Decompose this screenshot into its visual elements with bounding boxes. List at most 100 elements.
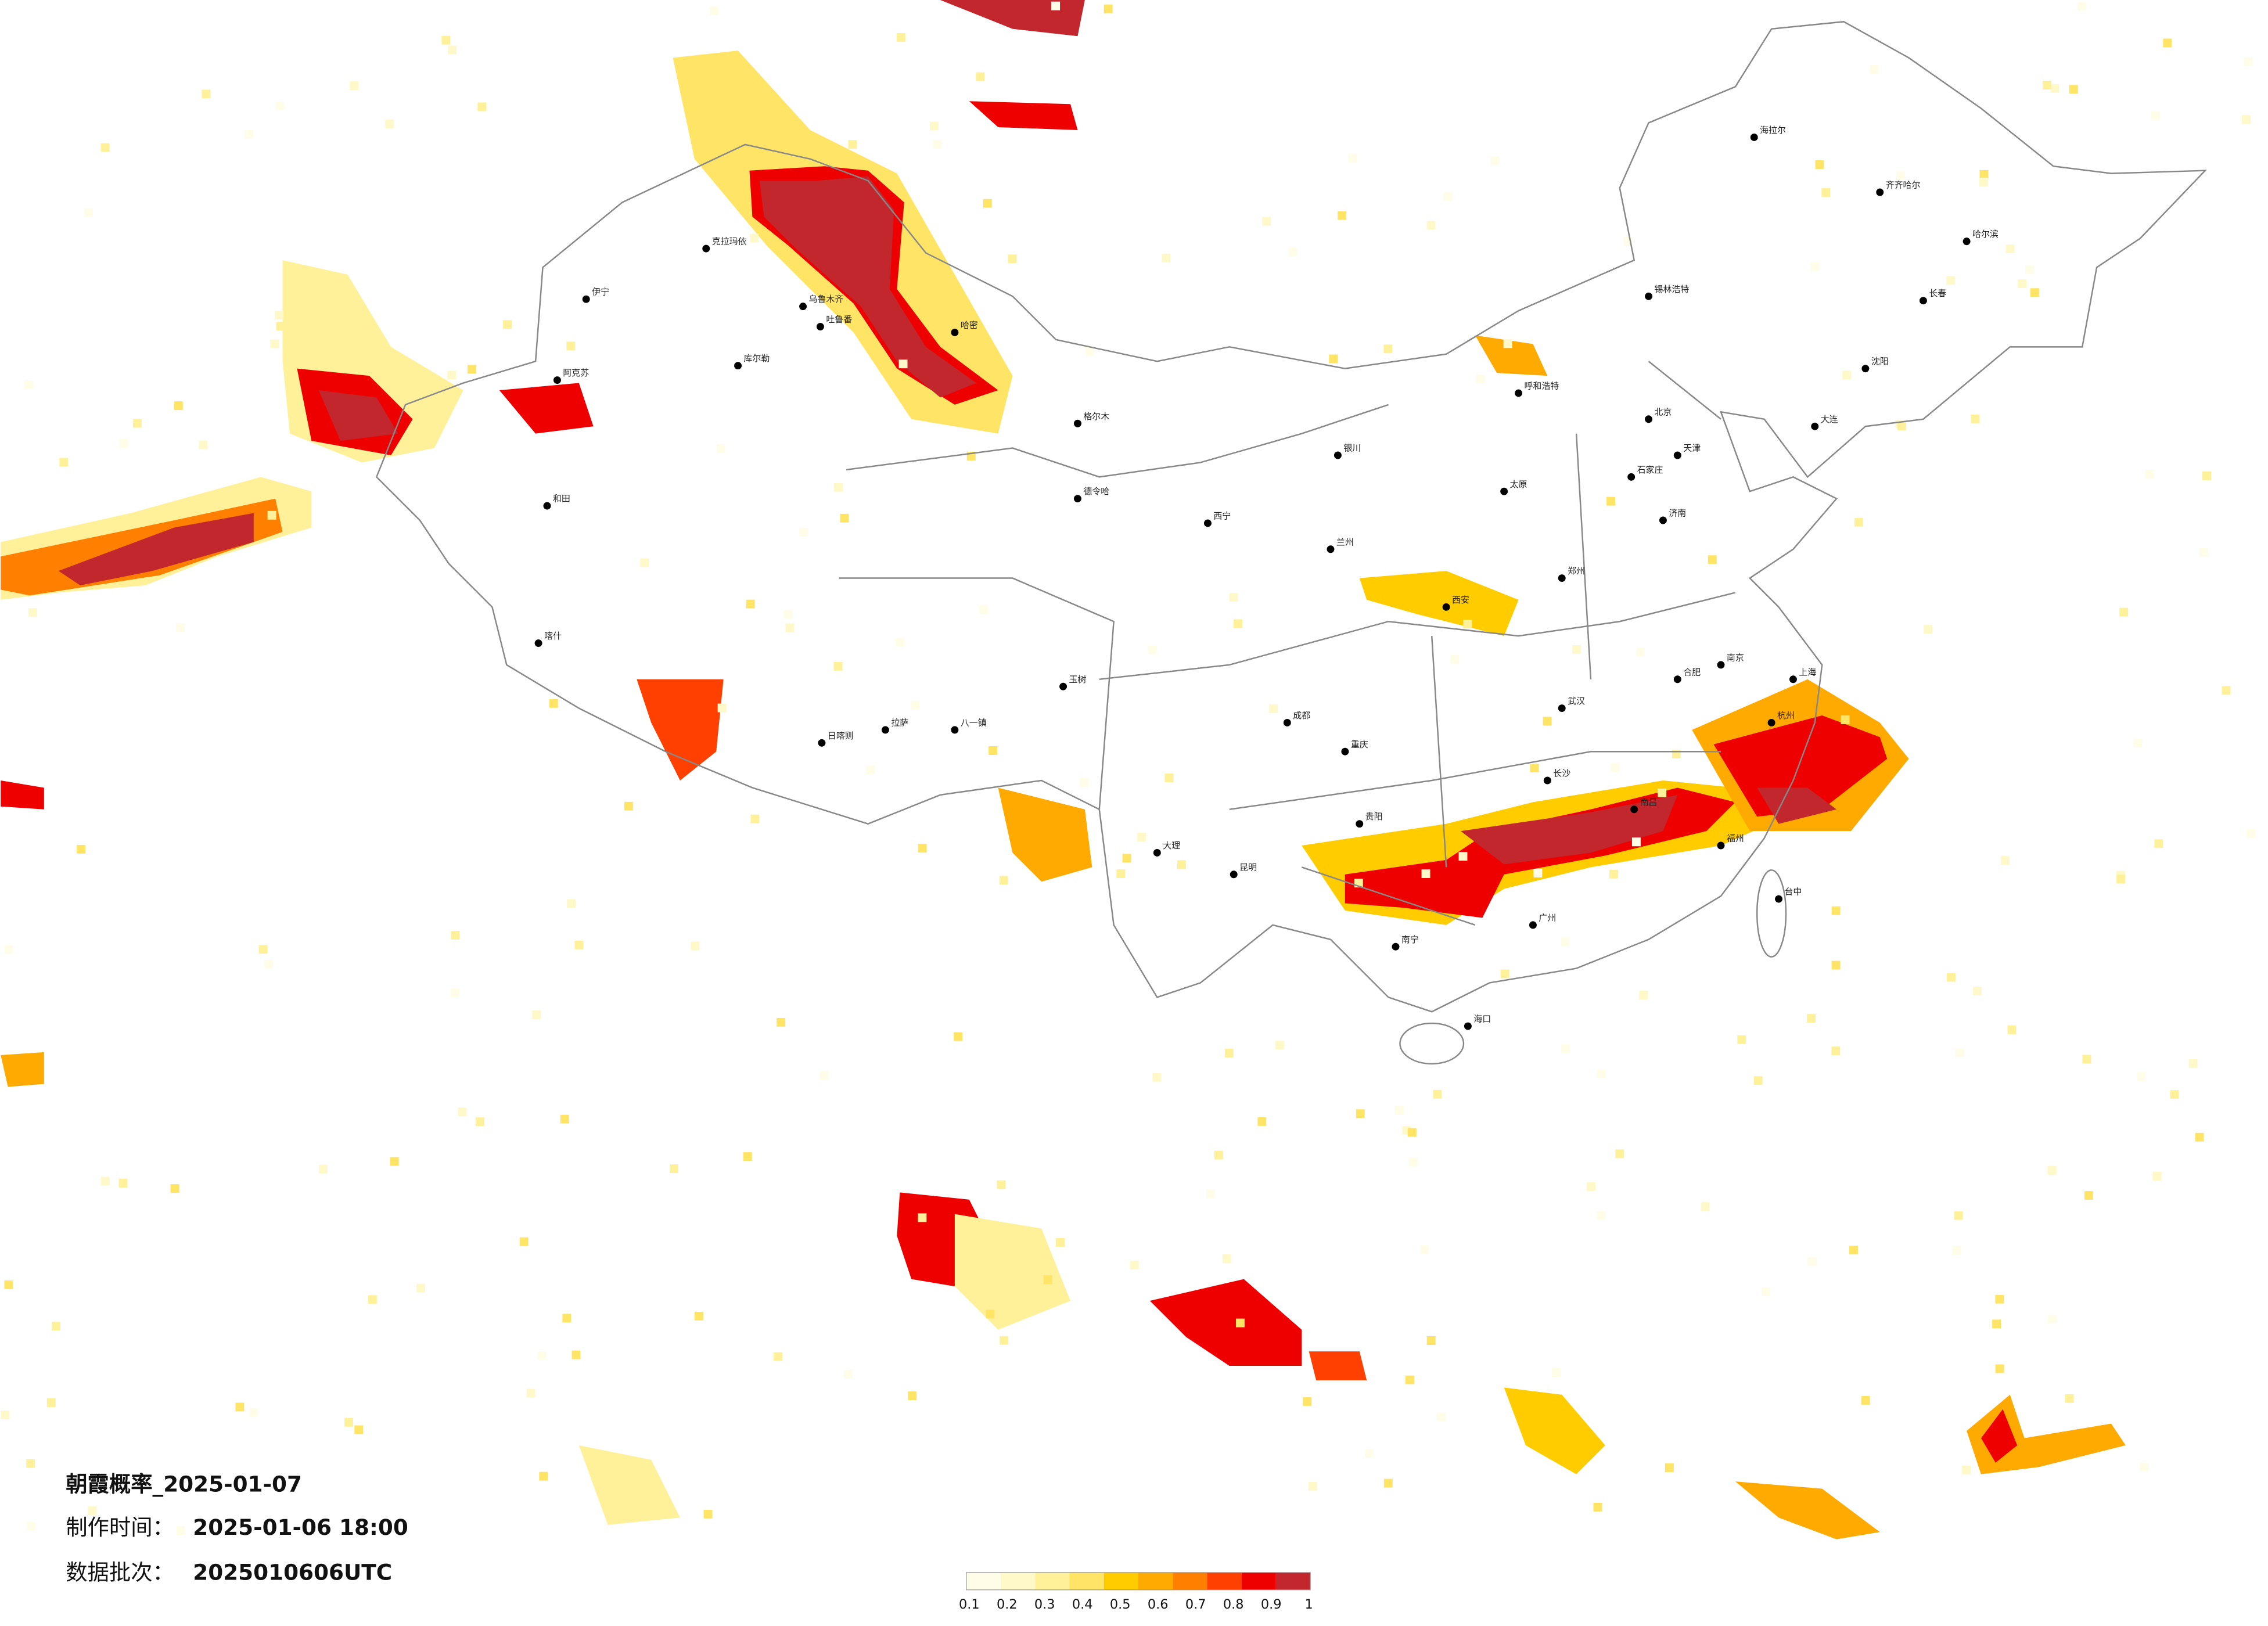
field-cell <box>176 623 185 632</box>
field-cell <box>999 876 1008 885</box>
field-cell <box>1954 1211 1963 1220</box>
field-area <box>969 101 1078 130</box>
field-cell <box>1116 869 1126 878</box>
city-label: 西宁 <box>1213 511 1231 521</box>
field-cell <box>844 1370 853 1379</box>
field-cell <box>918 844 927 853</box>
field-cell <box>1450 654 1460 664</box>
batch-label: 数据批次： <box>66 1559 174 1585</box>
city-dot <box>1334 451 1342 459</box>
field-cell <box>245 129 254 139</box>
field-cell <box>1437 1412 1446 1422</box>
field-cell <box>1164 774 1174 782</box>
field-cell <box>2018 279 2027 289</box>
field-cell <box>1956 1048 1965 1057</box>
field-cell <box>777 1017 786 1027</box>
field-cell <box>1303 1397 1312 1406</box>
field-area <box>1359 571 1519 636</box>
field-cell <box>1420 1245 1429 1254</box>
field-cell <box>1572 645 1582 654</box>
field-cell <box>2244 57 2253 66</box>
city-label: 广州 <box>1539 912 1556 923</box>
city-label: 沈阳 <box>1871 356 1889 366</box>
city-label: 拉萨 <box>891 717 908 728</box>
field-area <box>1735 1481 1880 1539</box>
city-label: 太原 <box>1510 479 1527 490</box>
map-title: 朝霞概率_2025-01-07 <box>66 1472 302 1497</box>
field-cell <box>1383 344 1393 354</box>
city-dot <box>816 323 824 330</box>
field-area <box>1 1052 44 1087</box>
city-dot <box>1558 574 1566 582</box>
field-cell <box>1761 1287 1770 1297</box>
field-cell <box>746 599 755 609</box>
field-cell <box>416 1283 425 1293</box>
city-label: 长春 <box>1929 288 1946 298</box>
field-cell <box>1433 1089 1442 1099</box>
colorbar-tick-label: 0.6 <box>1148 1597 1169 1612</box>
field-cell <box>2137 1072 2146 1081</box>
field-area <box>998 787 1092 882</box>
field-cell <box>174 401 183 411</box>
field-area <box>1309 1351 1367 1380</box>
city-dot <box>1627 473 1636 481</box>
colorbar-swatch <box>1138 1572 1173 1590</box>
field-cell <box>2163 38 2172 48</box>
field-cell <box>1807 1257 1817 1266</box>
field-cell <box>566 341 576 351</box>
island-border <box>1756 869 1787 958</box>
field-area <box>940 0 1085 37</box>
probability-field <box>1 0 2255 1539</box>
city-label: 日喀则 <box>828 731 854 741</box>
field-cell <box>896 33 905 42</box>
field-cell <box>1552 1368 1561 1377</box>
city-dot <box>818 739 826 747</box>
field-cell <box>2152 1171 2162 1181</box>
field-area <box>1475 335 1548 376</box>
field-cell <box>717 703 727 713</box>
city-dot <box>1789 675 1797 684</box>
field-cell <box>26 1459 35 1468</box>
city-label: 石家庄 <box>1637 465 1663 475</box>
city-dot <box>1630 805 1638 814</box>
city-dot <box>1861 365 1870 373</box>
field-cell <box>2005 244 2015 254</box>
field-cell <box>1235 1318 1245 1328</box>
city-dot <box>1283 718 1291 726</box>
field-cell <box>132 419 142 428</box>
field-cell <box>1426 221 1436 230</box>
field-cell <box>1275 1041 1284 1050</box>
field-cell <box>27 1521 36 1531</box>
field-cell <box>447 370 457 380</box>
colorbar-tick-label: 0.3 <box>1034 1597 1055 1612</box>
field-cell <box>743 1152 752 1161</box>
field-cell <box>2151 111 2161 120</box>
city-label: 海口 <box>1473 1014 1491 1024</box>
field-cell <box>1636 647 1645 657</box>
field-area <box>58 513 254 585</box>
city-dot <box>1558 704 1566 713</box>
field-cell <box>979 605 989 614</box>
field-cell <box>1104 4 1113 13</box>
field-cell <box>1946 276 1956 285</box>
field-cell <box>28 608 37 617</box>
field-cell <box>691 941 700 951</box>
field-cell <box>1458 852 1468 861</box>
field-cell <box>1952 1246 1961 1255</box>
field-cell <box>1491 156 1500 166</box>
field-cell <box>840 513 849 523</box>
field-cell <box>100 143 110 152</box>
field-cell <box>1405 1375 1414 1384</box>
city-dot <box>1673 451 1681 459</box>
field-cell <box>1971 414 1980 423</box>
city-label: 银川 <box>1343 443 1361 454</box>
field-cell <box>1224 1048 1234 1057</box>
city-label: 天津 <box>1683 443 1701 454</box>
city-label: 兰州 <box>1336 537 1354 547</box>
colorbar-swatch <box>1275 1572 1311 1590</box>
field-cell <box>385 120 394 129</box>
field-cell <box>100 1177 110 1186</box>
field-cell <box>1609 869 1619 879</box>
city-dot <box>1811 422 1819 430</box>
